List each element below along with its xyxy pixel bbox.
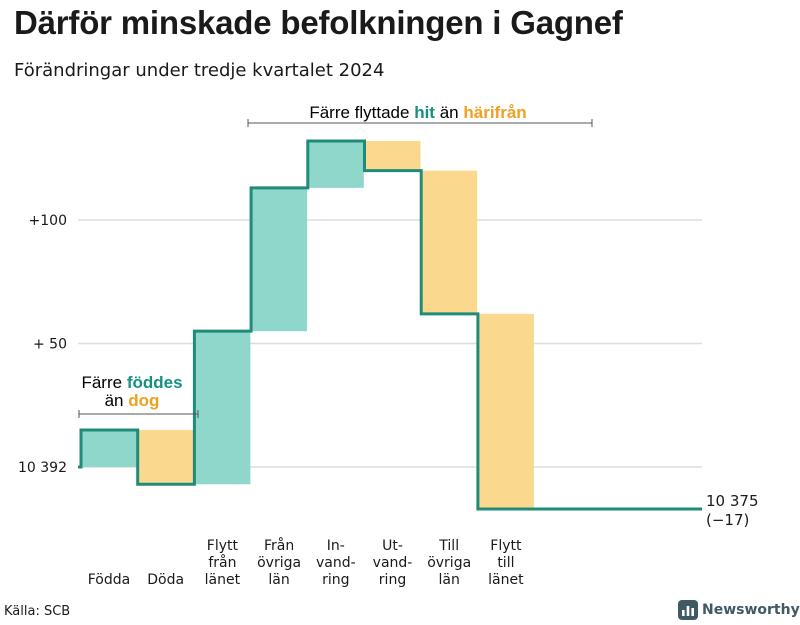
x-axis-labels: Födda DödaFlyttfrånlänetFrånövrigalänIn-v… xyxy=(88,537,524,588)
annotation-moves-prefix: Färre flyttade xyxy=(309,103,409,122)
annotation-births: Färre föddes än dog xyxy=(78,373,199,418)
x-category-label: länet xyxy=(488,572,524,588)
x-category-label: Från xyxy=(264,537,294,554)
x-category-label: övriga xyxy=(257,555,301,571)
end-value: 10 375 xyxy=(706,492,759,510)
end-change: (−17) xyxy=(706,511,749,529)
svg-text:Färre föddes: Färre föddes xyxy=(81,373,182,392)
svg-text:än dog: än dog xyxy=(105,391,160,410)
step-line xyxy=(78,139,702,511)
bar-3 xyxy=(194,331,251,485)
brand-name: Newsworthy xyxy=(702,602,800,618)
y-tick-label: +100 xyxy=(29,213,67,229)
annotation-births-highlight: föddes xyxy=(127,373,183,392)
chart-subtitle: Förändringar under tredje kvartalet 2024 xyxy=(14,60,385,81)
x-category-label: In- xyxy=(327,538,345,554)
bar-1 xyxy=(81,429,137,467)
bars xyxy=(81,140,534,509)
x-category-label: Ut- xyxy=(382,538,403,554)
annotation-moves: Färre flyttade hit än härifrån xyxy=(247,103,593,127)
bar-8 xyxy=(477,313,534,509)
annotation-births-prefix: Färre xyxy=(81,373,122,392)
annotation-births-highlight-2: dog xyxy=(128,391,159,410)
bar-2 xyxy=(137,429,194,485)
brand-logo[interactable]: Newsworthy xyxy=(678,600,800,620)
chart-title: Därför minskade befolkningen i Gagnef xyxy=(14,4,623,41)
x-category-label: Födda xyxy=(88,572,130,588)
bar-6 xyxy=(364,140,421,171)
x-category-label: län xyxy=(439,572,460,588)
x-category-label: länet xyxy=(205,572,241,588)
y-tick-label: + 50 xyxy=(33,337,67,353)
x-category-label: från xyxy=(208,554,236,571)
annotation-moves-mid: än xyxy=(440,103,459,122)
y-tick-label: 10 392 xyxy=(18,460,67,476)
bar-4 xyxy=(251,187,308,332)
y-axis-labels: +100 + 50 10 392 xyxy=(18,213,67,476)
x-category-label: Flytt xyxy=(207,538,239,554)
end-value-label: 10 375(−17) xyxy=(706,492,759,529)
bar-5 xyxy=(307,140,364,188)
bar-chart-logo-icon xyxy=(678,600,698,620)
x-category-label: ring xyxy=(379,572,406,588)
source-note: Källa: SCB xyxy=(4,604,71,619)
x-category-label: övriga xyxy=(427,555,471,571)
annotation-moves-highlight: hit xyxy=(414,103,435,122)
x-category-label: län xyxy=(268,572,289,588)
svg-text:Färre flyttade hit: Färre flyttade hit än härifrån xyxy=(309,103,526,122)
annotation-births-line2-prefix: än xyxy=(105,391,124,410)
x-category-label: vand- xyxy=(316,555,356,571)
x-category-label: vand- xyxy=(373,555,413,571)
bar-7 xyxy=(421,170,478,314)
x-category-label: till xyxy=(497,555,514,571)
x-category-label: Till xyxy=(438,538,459,554)
x-category-label: Döda xyxy=(147,572,184,588)
x-category-label: Flytt xyxy=(490,538,522,554)
x-category-label: ring xyxy=(322,572,349,588)
annotation-moves-highlight-2: härifrån xyxy=(463,103,526,122)
